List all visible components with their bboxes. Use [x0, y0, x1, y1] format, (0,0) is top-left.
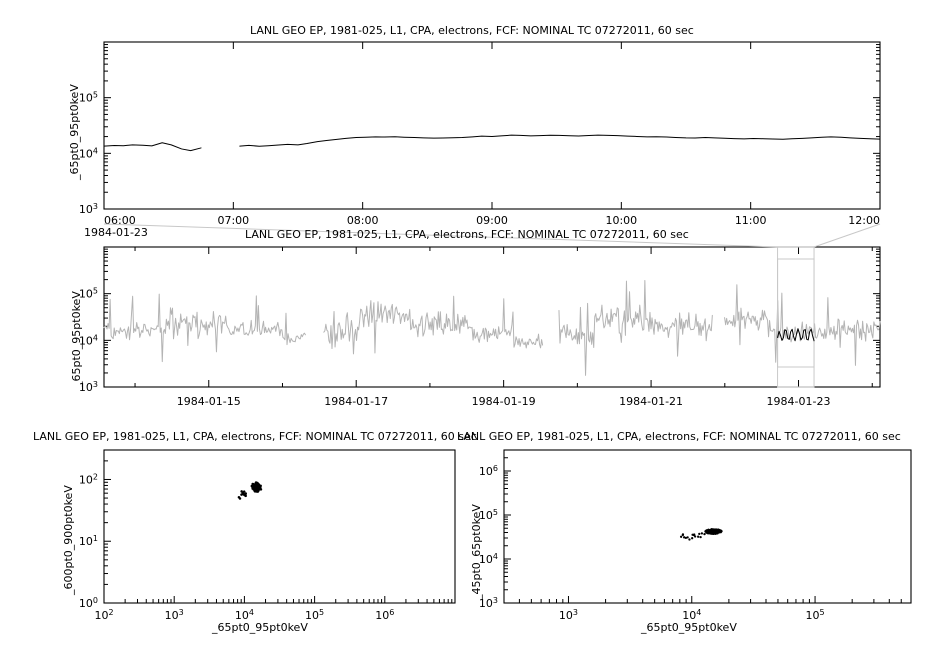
- bottom-left-panel-title: LANL GEO EP, 1981-025, L1, CPA, electron…: [33, 430, 477, 443]
- top-x-tick-label: 07:00: [217, 214, 249, 227]
- top-y-tick-label: 105: [79, 90, 98, 105]
- bottom_right-x-tick-label: 105: [806, 608, 825, 623]
- middle-context-line: [724, 284, 881, 366]
- top-data-line: [239, 134, 881, 147]
- bottom_right-y-tick-label: 106: [479, 463, 498, 478]
- bottom_left-y-tick-label: 100: [79, 596, 98, 611]
- middle-panel-ylabel: _65pt0_95pt0keV: [70, 291, 83, 387]
- zoom-connector-left: [103, 223, 778, 248]
- middle-x-tick-label: 1984-01-15: [177, 395, 241, 408]
- bottom_left-frame: [103, 449, 456, 604]
- bottom-right-xlabel: _65pt0_95pt0keV: [641, 621, 737, 634]
- middle-selected-line: [777, 328, 815, 342]
- bottom_left-y-tick-label: 101: [79, 534, 98, 549]
- bottom_left-x-tick-label: 104: [235, 608, 254, 623]
- bottom_left-points: [237, 481, 263, 500]
- bottom_left-x-tick-label: 105: [305, 608, 324, 623]
- bottom-right-panel-title: LANL GEO EP, 1981-025, L1, CPA, electron…: [457, 430, 901, 443]
- top-panel-canvas[interactable]: 105 104 103 06:00 07:00 08:00 09:00 10:00 11:00 1…: [0, 0, 926, 239]
- middle-context-panel[interactable]: LANL GEO EP, 1981-025, L1, CPA, electron…: [0, 222, 926, 427]
- top-panel-title: LANL GEO EP, 1981-025, L1, CPA, electron…: [250, 24, 694, 37]
- top-plot-frame: [103, 41, 881, 210]
- bottom-left-scatter-panel[interactable]: LANL GEO EP, 1981-025, L1, CPA, electron…: [0, 425, 477, 647]
- top-data-line: [103, 142, 202, 152]
- bottom-left-xlabel: _65pt0_95pt0keV: [212, 621, 308, 634]
- bottom_right-points: [679, 528, 723, 541]
- middle-selection-box[interactable]: [777, 246, 815, 388]
- top-x-tick-label: 08:00: [347, 214, 379, 227]
- bottom_left-x-tick-label: 106: [375, 608, 394, 623]
- top-date-label: 1984-01-23: [84, 226, 148, 239]
- top-panel-ylabel: _65pt0_95pt0keV: [68, 84, 81, 180]
- bottom-right-ylabel: _45pt0_65pt0keV: [470, 504, 483, 600]
- middle-plot-frame: [103, 246, 881, 388]
- top-x-tick-label: 12:00: [848, 214, 880, 227]
- bottom_left-x-tick-label: 102: [94, 608, 113, 623]
- middle-x-tick-label: 1984-01-21: [619, 395, 683, 408]
- middle-panel-title: LANL GEO EP, 1981-025, L1, CPA, electron…: [245, 228, 689, 241]
- top-y-tick-label: 103: [79, 202, 98, 217]
- middle-x-tick-label: 1984-01-17: [324, 395, 388, 408]
- middle-context-line: [103, 293, 306, 363]
- middle-context-line: [323, 295, 544, 355]
- middle-x-tick-label: 1984-01-19: [472, 395, 536, 408]
- bottom-left-ylabel: _600pt0_900pt0keV: [62, 485, 75, 595]
- bottom_right-frame: [503, 449, 912, 604]
- middle-selection-inner-box[interactable]: [777, 258, 815, 368]
- top-timeseries-panel[interactable]: LANL GEO EP, 1981-025, L1, CPA, electron…: [0, 0, 926, 239]
- top-x-tick-label: 10:00: [605, 214, 637, 227]
- bottom_left-y-tick-label: 102: [79, 472, 98, 487]
- bottom_right-x-tick-label: 103: [559, 608, 578, 623]
- middle-context-line: [558, 280, 713, 376]
- bottom-right-scatter-panel[interactable]: LANL GEO EP, 1981-025, L1, CPA, electron…: [456, 425, 926, 647]
- middle-x-tick-label: 1984-01-23: [767, 395, 831, 408]
- zoom-connector-right: [813, 223, 881, 248]
- top-x-tick-label: 06:00: [104, 214, 136, 227]
- top-x-tick-label: 09:00: [476, 214, 508, 227]
- top-x-tick-label: 11:00: [735, 214, 767, 227]
- bottom_left-x-tick-label: 103: [165, 608, 184, 623]
- top-y-tick-label: 104: [79, 146, 98, 161]
- bottom_right-x-tick-label: 104: [682, 608, 701, 623]
